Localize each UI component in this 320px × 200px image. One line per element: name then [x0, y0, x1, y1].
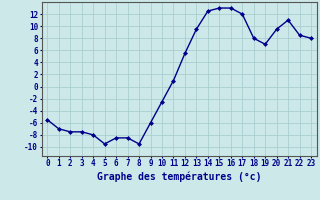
X-axis label: Graphe des températures (°c): Graphe des températures (°c) [97, 171, 261, 182]
